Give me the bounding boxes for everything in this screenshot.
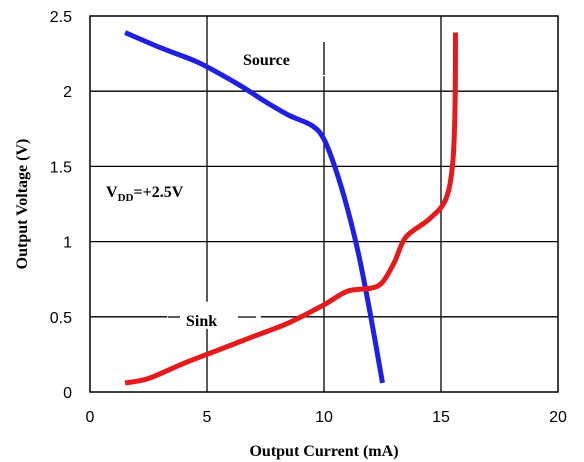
y-tick-labels: 0 0.5 1 1.5 2 2.5: [50, 9, 72, 402]
series-line-sink: [124, 32, 459, 386]
x-tick-labels: 0 5 10 15 20: [86, 409, 567, 426]
plot-frame: [89, 15, 559, 393]
y-tick-label: 1: [63, 235, 72, 252]
y-tick-label: 0: [63, 385, 72, 402]
y-tick-label: 0.5: [50, 310, 72, 327]
sink-label: Sink: [186, 313, 217, 330]
x-tick-label: 10: [315, 409, 333, 426]
y-tick-label: 1.5: [50, 159, 72, 176]
x-tick-label: 15: [432, 409, 450, 426]
x-tick-label: 20: [549, 409, 567, 426]
vdd-value: =+2.5V: [133, 184, 183, 201]
x-tick-label: 5: [203, 409, 212, 426]
series-line-source: [124, 30, 385, 384]
series-group: [124, 30, 459, 386]
x-tick-label: 0: [86, 409, 95, 426]
vdd-v: V: [106, 184, 118, 201]
x-axis-title: Output Current (mA): [249, 443, 398, 460]
source-label: Source: [243, 52, 290, 69]
gridlines: [90, 16, 558, 392]
vdd-subscript: DD: [118, 192, 134, 204]
y-axis-title: Output Voltage (V): [14, 139, 31, 270]
y-tick-label: 2.5: [50, 9, 72, 26]
y-tick-label: 2: [63, 84, 72, 101]
vdd-condition-label: VDD=+2.5V: [106, 184, 184, 204]
